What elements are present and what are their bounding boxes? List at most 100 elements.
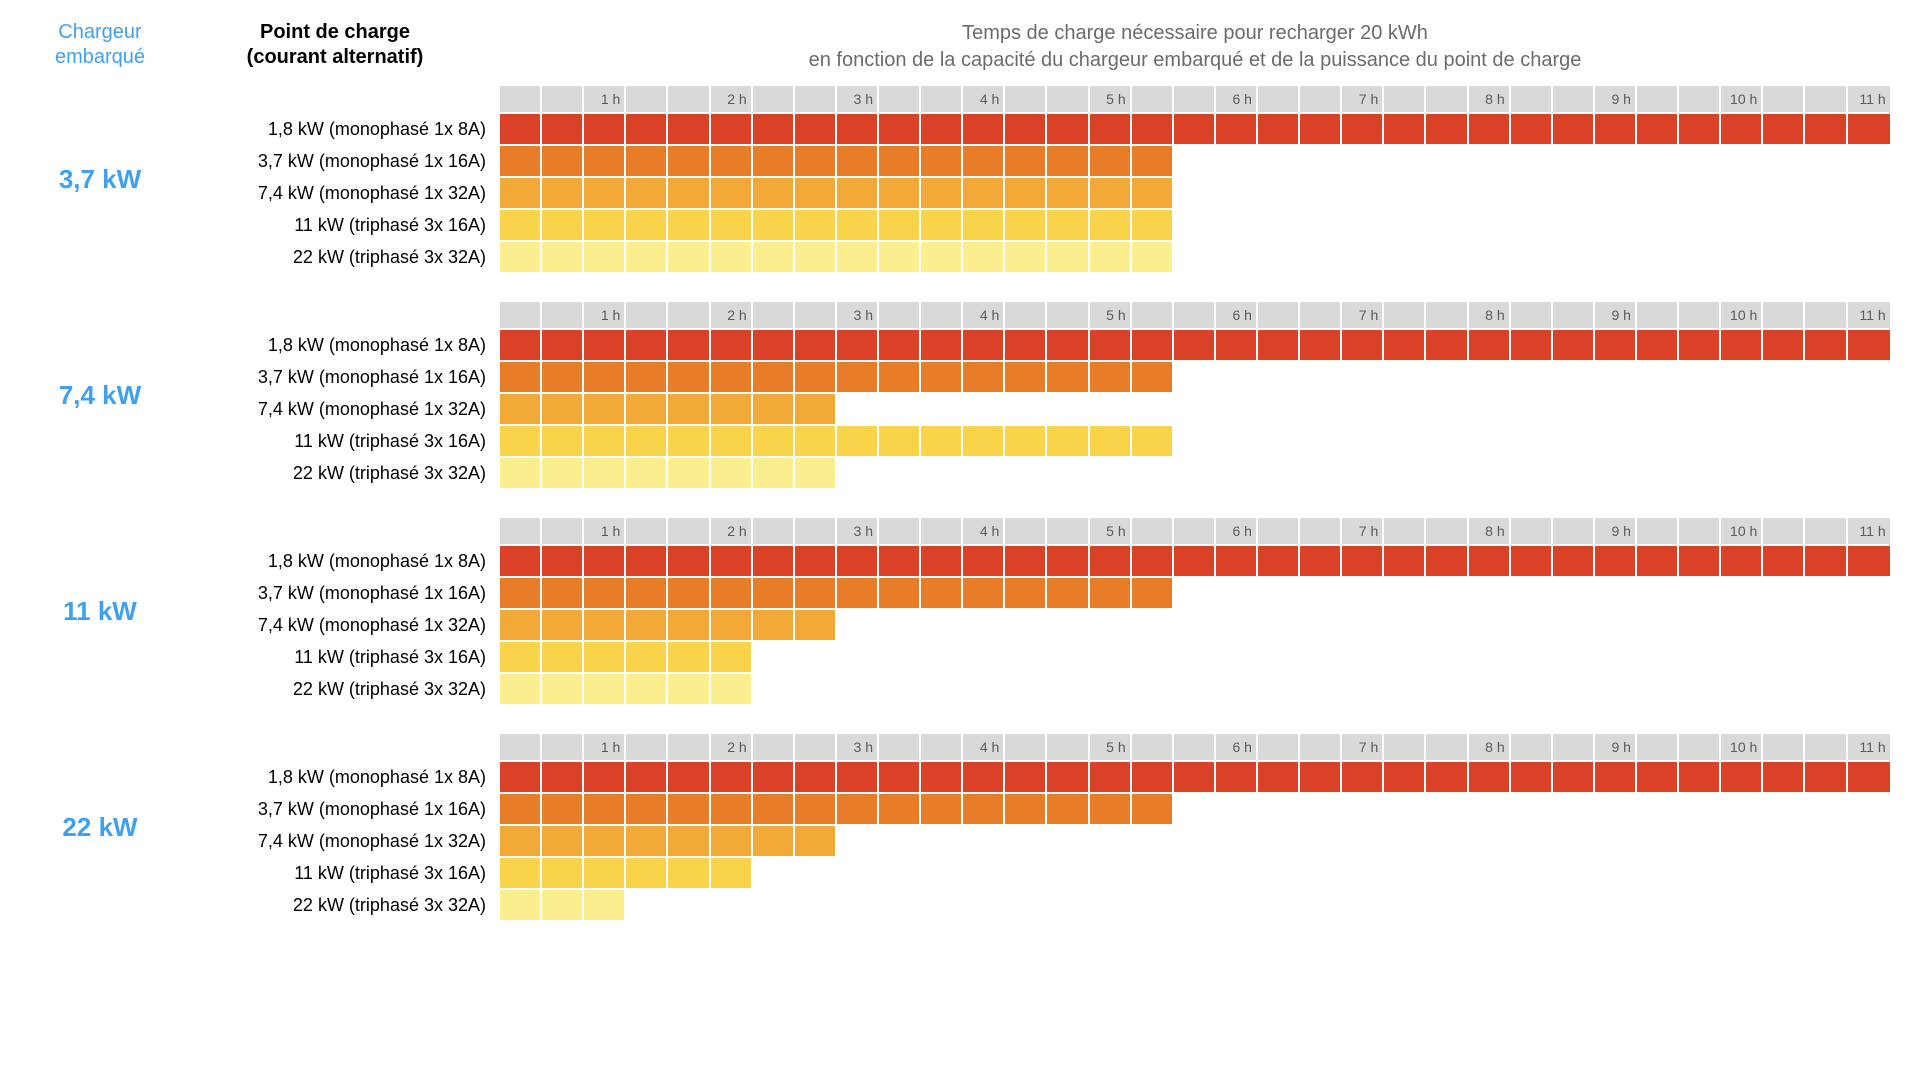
charge-time-cell: [668, 546, 710, 576]
charge-time-cell: [1637, 394, 1679, 424]
charge-time-cell: [921, 890, 963, 920]
time-axis-cell: [1511, 734, 1553, 760]
charge-time-cell: [1553, 826, 1595, 856]
charge-point-row: 1,8 kW (monophasé 1x 8A): [170, 330, 1890, 360]
charger-group: 11 kW1 h2 h3 h4 h5 h6 h7 h8 h9 h10 h11 h…: [30, 518, 1890, 704]
charge-time-cell: [542, 242, 584, 272]
charge-time-cell: [1595, 762, 1637, 792]
charge-time-cell: [1553, 210, 1595, 240]
charge-time-cell: [795, 178, 837, 208]
charge-time-cell: [1047, 330, 1089, 360]
charge-time-cell: [879, 362, 921, 392]
charge-point-label: 11 kW (triphasé 3x 16A): [170, 863, 500, 884]
charge-time-cell: [837, 642, 879, 672]
charge-point-label: 11 kW (triphasé 3x 16A): [170, 215, 500, 236]
charge-time-cell: [1511, 362, 1553, 392]
charge-point-row: 3,7 kW (monophasé 1x 16A): [170, 794, 1890, 824]
time-axis-cell: 2 h: [711, 302, 753, 328]
charge-point-row: 11 kW (triphasé 3x 16A): [170, 426, 1890, 456]
time-axis-cell: [1047, 302, 1089, 328]
charge-time-cell: [1721, 826, 1763, 856]
time-axis-cell: [795, 86, 837, 112]
charge-time-cell: [879, 674, 921, 704]
charge-time-cell: [1848, 890, 1890, 920]
charge-time-cell: [795, 362, 837, 392]
charge-time-cell: [1805, 642, 1847, 672]
charge-time-cell: [753, 546, 795, 576]
charge-time-cell: [1342, 858, 1384, 888]
charge-time-cell: [963, 858, 1005, 888]
charge-time-cell: [1805, 426, 1847, 456]
charge-time-cell: [1090, 362, 1132, 392]
charge-time-cell: [795, 794, 837, 824]
charge-time-cell: [1721, 578, 1763, 608]
charge-time-cell: [1721, 242, 1763, 272]
charge-time-cell: [1005, 890, 1047, 920]
charge-time-cell: [1005, 578, 1047, 608]
charge-time-cell: [1721, 394, 1763, 424]
charge-time-cell: [500, 426, 542, 456]
time-axis-cell: 10 h: [1721, 518, 1763, 544]
charge-time-cell: [711, 762, 753, 792]
charge-time-cell: [1595, 674, 1637, 704]
charge-time-cell: [584, 890, 626, 920]
time-axis-cell: [542, 86, 584, 112]
time-axis-cell: [1300, 734, 1342, 760]
charge-time-cell: [879, 890, 921, 920]
charge-time-cell: [879, 458, 921, 488]
charge-time-cell: [1848, 762, 1890, 792]
charge-time-cell: [1174, 210, 1216, 240]
charge-time-cell: [1005, 362, 1047, 392]
charge-time-cell: [1637, 242, 1679, 272]
charge-time-cell: [668, 578, 710, 608]
charge-time-cell: [1132, 858, 1174, 888]
time-axis-cell: [879, 518, 921, 544]
charge-time-cell: [542, 610, 584, 640]
charge-time-cell: [1384, 610, 1426, 640]
charge-time-cell: [1174, 330, 1216, 360]
charge-time-chart: 3,7 kW1 h2 h3 h4 h5 h6 h7 h8 h9 h10 h11 …: [30, 86, 1890, 920]
charge-time-cell: [1469, 642, 1511, 672]
charge-time-cell: [584, 610, 626, 640]
charge-time-cell: [668, 794, 710, 824]
charge-time-cell: [1679, 890, 1721, 920]
charge-time-cell: [626, 858, 668, 888]
charge-time-cell: [1679, 330, 1721, 360]
charge-time-cell: [1637, 794, 1679, 824]
time-axis-cell: [626, 86, 668, 112]
charge-time-cell: [584, 458, 626, 488]
charge-time-cell: [1679, 178, 1721, 208]
charge-time-cell: [963, 242, 1005, 272]
charge-time-cell: [1090, 546, 1132, 576]
charge-time-cell: [626, 330, 668, 360]
charge-time-cell: [711, 610, 753, 640]
charge-time-cell: [1805, 578, 1847, 608]
charge-time-cell: [626, 426, 668, 456]
charge-time-cell: [1090, 330, 1132, 360]
time-axis-cell: 11 h: [1848, 734, 1890, 760]
time-axis-cell: 6 h: [1216, 518, 1258, 544]
charge-time-cell: [1426, 674, 1468, 704]
time-axis-cell: [1005, 86, 1047, 112]
charge-time-cell: [921, 458, 963, 488]
charge-time-cell: [1174, 146, 1216, 176]
time-axis-cell: [1637, 86, 1679, 112]
charge-time-cell: [1426, 210, 1468, 240]
charge-time-cell: [1384, 458, 1426, 488]
charge-time-bar: [500, 642, 1890, 672]
charge-time-cell: [584, 858, 626, 888]
time-axis-cell: 9 h: [1595, 302, 1637, 328]
charge-point-row: 22 kW (triphasé 3x 32A): [170, 458, 1890, 488]
charge-time-cell: [1300, 362, 1342, 392]
charge-time-cell: [795, 114, 837, 144]
time-axis-cell: [1637, 302, 1679, 328]
charge-time-cell: [1469, 426, 1511, 456]
charge-time-cell: [1426, 642, 1468, 672]
time-axis-cell: 10 h: [1721, 734, 1763, 760]
time-axis-cell: 5 h: [1090, 302, 1132, 328]
charge-time-cell: [1132, 642, 1174, 672]
charge-time-cell: [1342, 210, 1384, 240]
time-axis-cell: 9 h: [1595, 86, 1637, 112]
charge-time-cell: [1637, 890, 1679, 920]
charge-time-cell: [1805, 178, 1847, 208]
